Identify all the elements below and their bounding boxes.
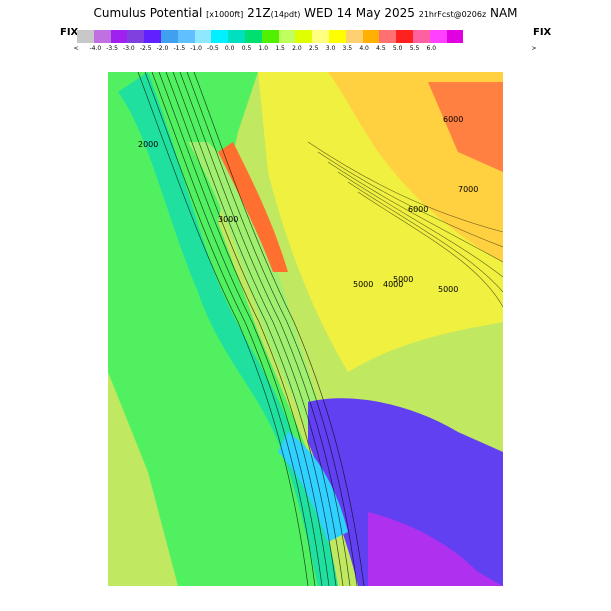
contour-label: 3000 xyxy=(218,215,238,224)
color-scale-cell xyxy=(228,30,245,43)
color-scale-cell xyxy=(295,30,313,43)
contour-line xyxy=(137,72,309,586)
tick-label: -1.5 xyxy=(173,45,186,52)
color-scale-cell xyxy=(93,30,111,43)
contour-label: 4000 xyxy=(383,280,403,289)
color-scale-cell xyxy=(362,30,380,43)
contour-line xyxy=(193,72,365,586)
tick-label: 3.0 xyxy=(325,45,336,52)
contour-line xyxy=(357,191,503,308)
fix-label-left: FIX xyxy=(60,27,79,38)
color-scale-bar xyxy=(77,30,464,43)
tick-label: 2.5 xyxy=(308,45,319,52)
title-main: Cumulus Potential xyxy=(93,6,203,20)
tick-label: 0.0 xyxy=(224,45,235,52)
tick-label: 4.5 xyxy=(376,45,386,52)
tick-label: 2.0 xyxy=(292,45,302,52)
contour-line xyxy=(158,72,330,586)
tick-label: -2.0 xyxy=(156,45,169,52)
contour-line xyxy=(347,181,503,293)
contour-line xyxy=(337,171,503,278)
tick-label: -3.5 xyxy=(106,45,118,52)
cyan-band xyxy=(278,432,348,542)
color-scale-cell xyxy=(77,30,94,43)
contour-line xyxy=(327,161,503,263)
color-scale-cell xyxy=(345,30,363,43)
tick-label: -0.5 xyxy=(207,45,219,52)
tick-label: -1.0 xyxy=(190,45,202,52)
color-scale-cell xyxy=(446,30,464,43)
color-scale-cell xyxy=(412,30,430,43)
sierra-crest-band xyxy=(218,142,288,272)
coastal-strip xyxy=(118,72,338,586)
contour-label: 6000 xyxy=(443,115,463,124)
contour-line xyxy=(172,72,344,586)
tick-label: -3.0 xyxy=(123,45,135,52)
color-scale-cell xyxy=(194,30,212,43)
fix-label-right: FIX xyxy=(533,27,552,38)
tick-label: 0.5 xyxy=(241,45,252,52)
contour-label: 6000 xyxy=(408,205,428,214)
tick-label: -2.5 xyxy=(139,45,152,52)
tick-gt-symbol: > xyxy=(531,45,537,52)
tick-label: 5.5 xyxy=(409,45,420,52)
contour-line xyxy=(165,72,337,586)
tick-label: 1.0 xyxy=(258,45,269,52)
title-date: WED 14 May 2025 xyxy=(304,6,415,20)
color-scale-cell xyxy=(396,30,413,43)
colorado-desert-lowest xyxy=(368,512,503,586)
title-run: 21hrFcst@0206z xyxy=(418,10,487,19)
color-scale-cell xyxy=(144,30,161,43)
color-scale-cell xyxy=(328,30,346,43)
tick-lt-symbol: < xyxy=(73,45,79,52)
central-valley xyxy=(188,142,328,432)
title-model: NAM xyxy=(489,6,518,20)
tick-label: 1.5 xyxy=(275,45,285,52)
contour-label: 5000 xyxy=(393,275,413,284)
contour-line xyxy=(179,72,351,586)
title-pdt: (14pdt) xyxy=(270,10,301,19)
contour-line xyxy=(317,151,503,248)
contour-line xyxy=(186,72,358,586)
tick-label: 5.0 xyxy=(392,45,403,52)
color-scale-cell xyxy=(244,30,262,43)
title-time: 21Z xyxy=(247,6,271,20)
title-units: [x1000ft] xyxy=(206,10,244,19)
color-scale-cell xyxy=(312,30,329,43)
color-scale-cell xyxy=(429,30,447,43)
color-scale-cell xyxy=(261,30,279,43)
color-scale-cell xyxy=(278,30,296,43)
color-scale-cell xyxy=(211,30,229,43)
tick-label: -4.0 xyxy=(89,45,102,52)
color-scale-cell xyxy=(160,30,178,43)
contour-label: 5000 xyxy=(353,280,373,289)
color-scale-cell xyxy=(177,30,195,43)
color-scale-cell xyxy=(379,30,397,43)
tick-label: 3.5 xyxy=(342,45,353,52)
color-scale-ticks: < -4.0 -3.5 -3.0 -2.5 -2.0 -1.5 -1.0 -0.5 0.0 0.5 1… xyxy=(73,45,538,55)
tick-label: 4.0 xyxy=(359,45,369,52)
contour-line xyxy=(144,72,316,586)
contour-line xyxy=(307,141,503,233)
tick-label: 6.0 xyxy=(426,45,437,52)
color-scale-cell xyxy=(110,30,128,43)
contour-label: 5000 xyxy=(438,285,458,294)
contour-label: 2000 xyxy=(138,140,158,149)
northeast-hotspot xyxy=(428,82,503,172)
contour-line xyxy=(151,72,323,586)
contour-label: 7000 xyxy=(458,185,478,194)
chart-title: Cumulus Potential [x1000ft] 21Z(14pdt) W… xyxy=(0,6,611,20)
color-scale-cell xyxy=(127,30,145,43)
